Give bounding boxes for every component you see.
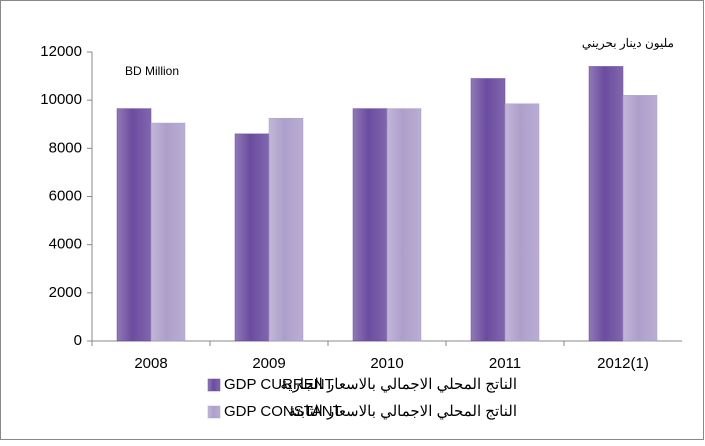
legend-swatch	[207, 405, 221, 419]
bar	[116, 108, 152, 342]
bar	[504, 103, 540, 342]
bar	[352, 108, 388, 342]
x-tick-label: 2011	[489, 355, 521, 372]
y-tick-label: 4000	[49, 236, 82, 253]
x-tick-label: 2010	[370, 355, 403, 372]
legend-label-ar: الناتج المحلي الاجمالي بالاسعار الثابتة	[288, 403, 517, 420]
y-tick-label: 0	[74, 332, 82, 349]
legend-label-ar: الناتج المحلي الاجمالي بالاسعار الجارية	[280, 376, 517, 393]
x-tick-label: 2009	[252, 355, 285, 372]
unit-label: BD Million	[125, 64, 179, 78]
y-tick-label: 6000	[49, 187, 82, 204]
unit-label-ar: مليون دينار بحريني	[582, 36, 674, 50]
y-tick-label: 8000	[49, 139, 82, 156]
bar	[386, 108, 422, 342]
legend-swatch	[207, 378, 221, 392]
y-tick-label: 10000	[40, 91, 82, 108]
y-tick-label: 12000	[40, 43, 82, 60]
bar	[622, 95, 658, 342]
x-tick-label: 2012(1)	[597, 355, 649, 372]
y-tick-label: 2000	[49, 284, 82, 301]
bar	[150, 122, 186, 342]
bar	[268, 117, 304, 342]
bar	[470, 78, 506, 342]
bar	[234, 133, 270, 342]
legend-label: GDP CONSTANT	[224, 403, 342, 420]
legend-label: GDP CURRENT	[224, 376, 334, 393]
x-tick-label: 2008	[134, 355, 167, 372]
bar	[588, 66, 624, 342]
